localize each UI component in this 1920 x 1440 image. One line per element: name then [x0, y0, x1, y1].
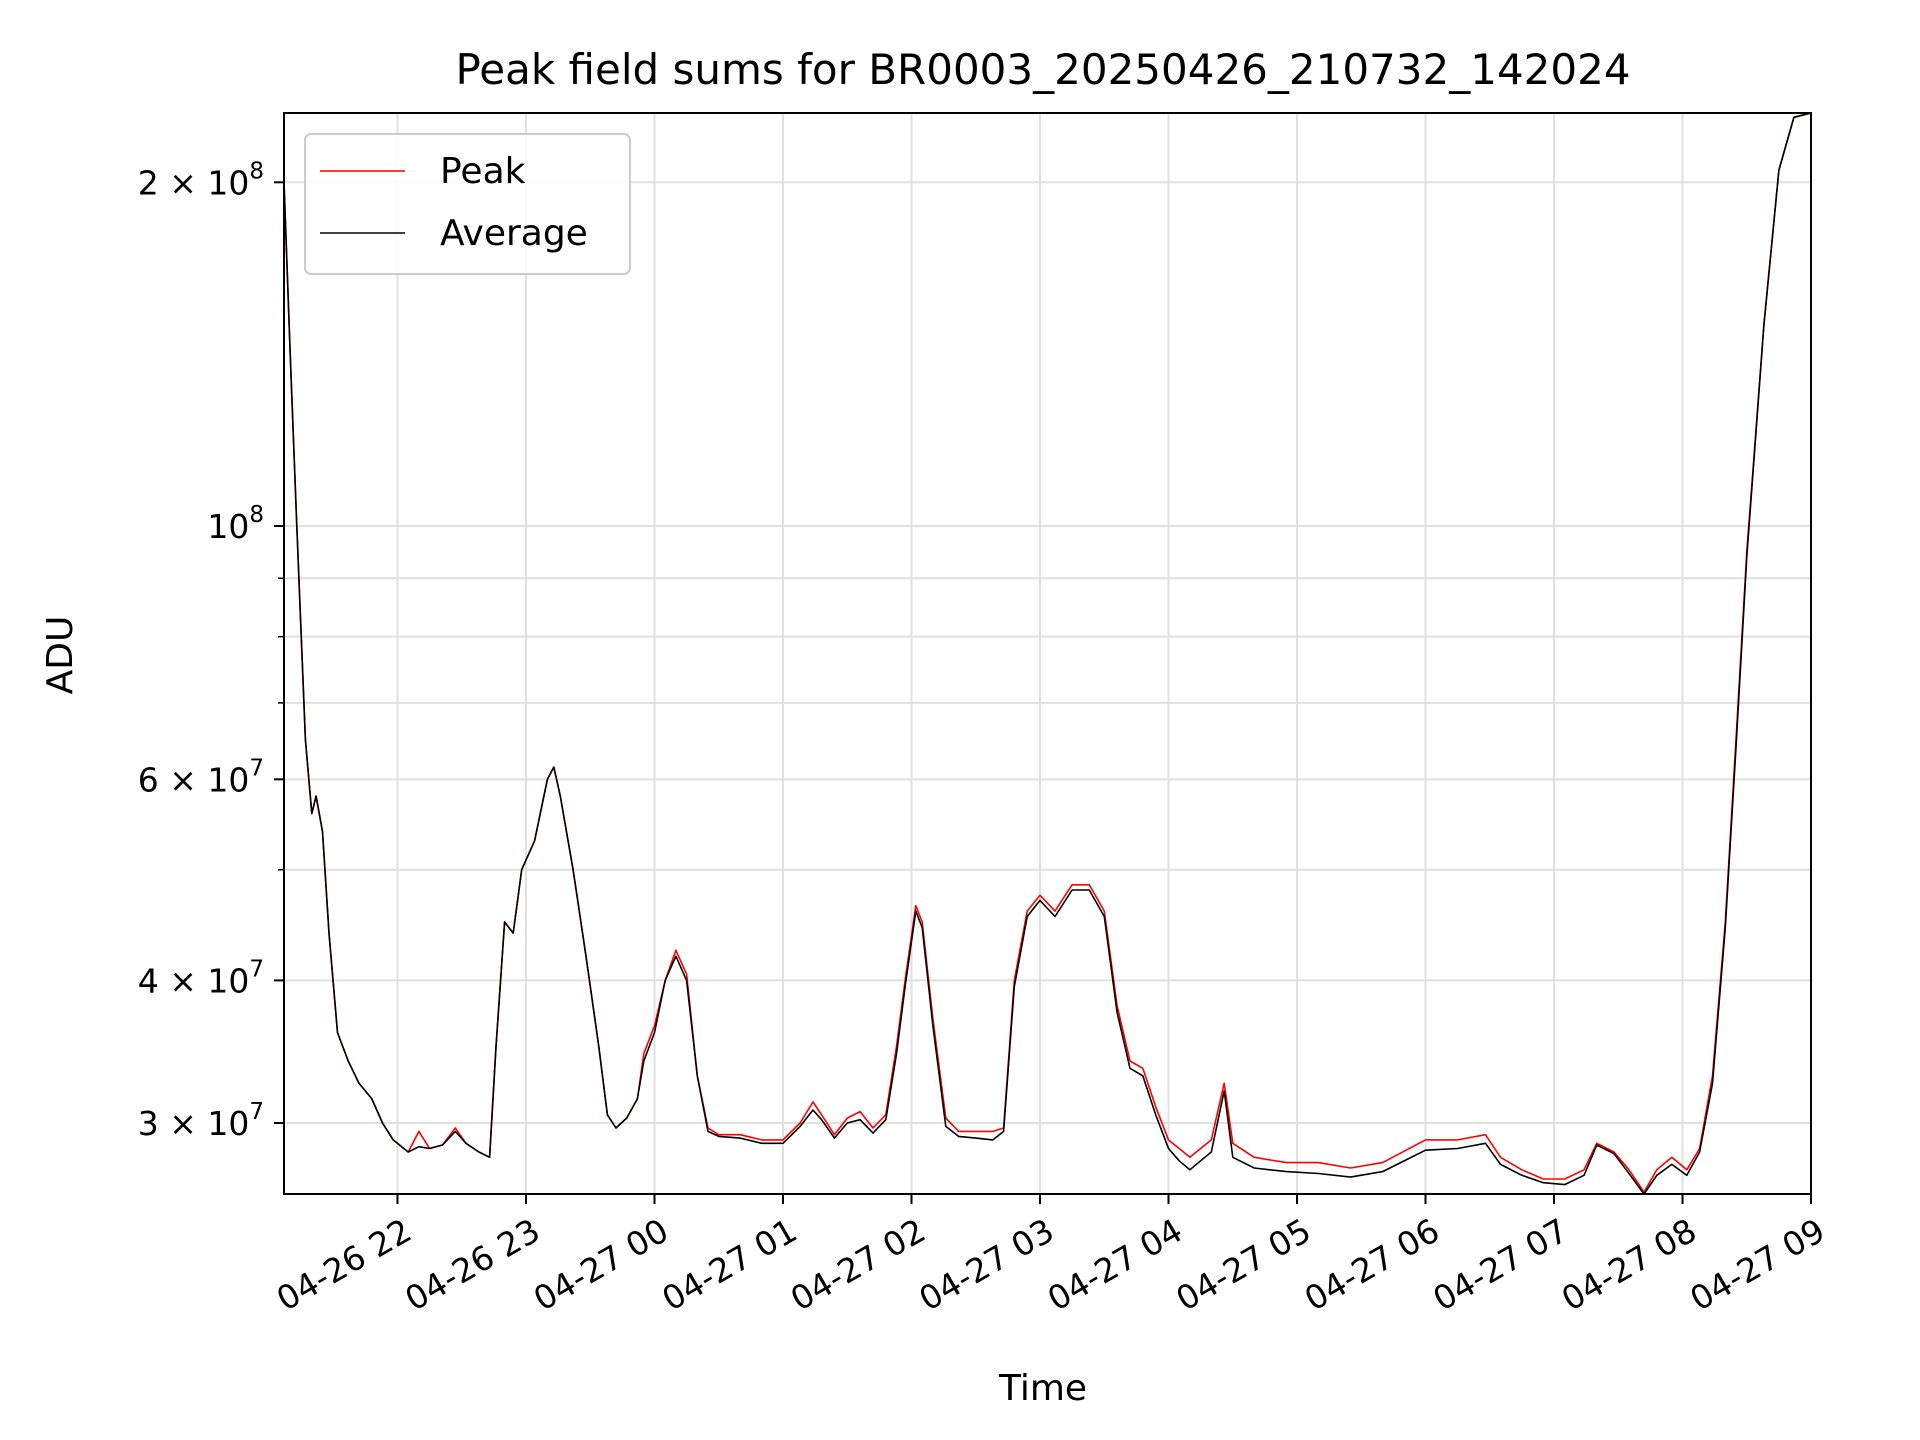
- legend: Peak Average: [304, 133, 631, 275]
- y-tick-label: 4 × 107: [138, 956, 264, 1000]
- y-tick-label: 6 × 107: [138, 755, 264, 799]
- y-axis-label: ADU: [40, 616, 81, 695]
- chart-title: Peak field sums for BR0003_20250426_2107…: [455, 45, 1630, 94]
- plot-area: [283, 112, 1812, 1195]
- x-axis-label: Time: [998, 1368, 1087, 1409]
- y-axis: 3 × 107 4 × 107 6 × 107 108 2 × 108: [138, 158, 284, 1143]
- y-tick-label: 3 × 107: [138, 1099, 264, 1143]
- series-lines: [283, 112, 1812, 1195]
- series-line-average: [283, 112, 1812, 1195]
- grid: [284, 113, 1812, 1194]
- plot-background: [284, 113, 1811, 1194]
- legend-label-peak: Peak: [440, 151, 526, 192]
- legend-label-average: Average: [440, 213, 588, 254]
- y-tick-label: 2 × 108: [138, 158, 264, 202]
- plot-frame: [283, 112, 1812, 1195]
- y-tick-label: 108: [207, 502, 264, 546]
- legend-box: [304, 133, 631, 275]
